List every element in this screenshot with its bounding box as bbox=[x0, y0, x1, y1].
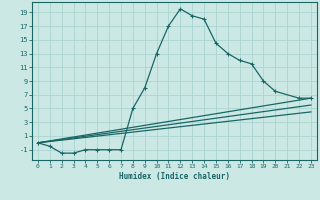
X-axis label: Humidex (Indice chaleur): Humidex (Indice chaleur) bbox=[119, 172, 230, 181]
